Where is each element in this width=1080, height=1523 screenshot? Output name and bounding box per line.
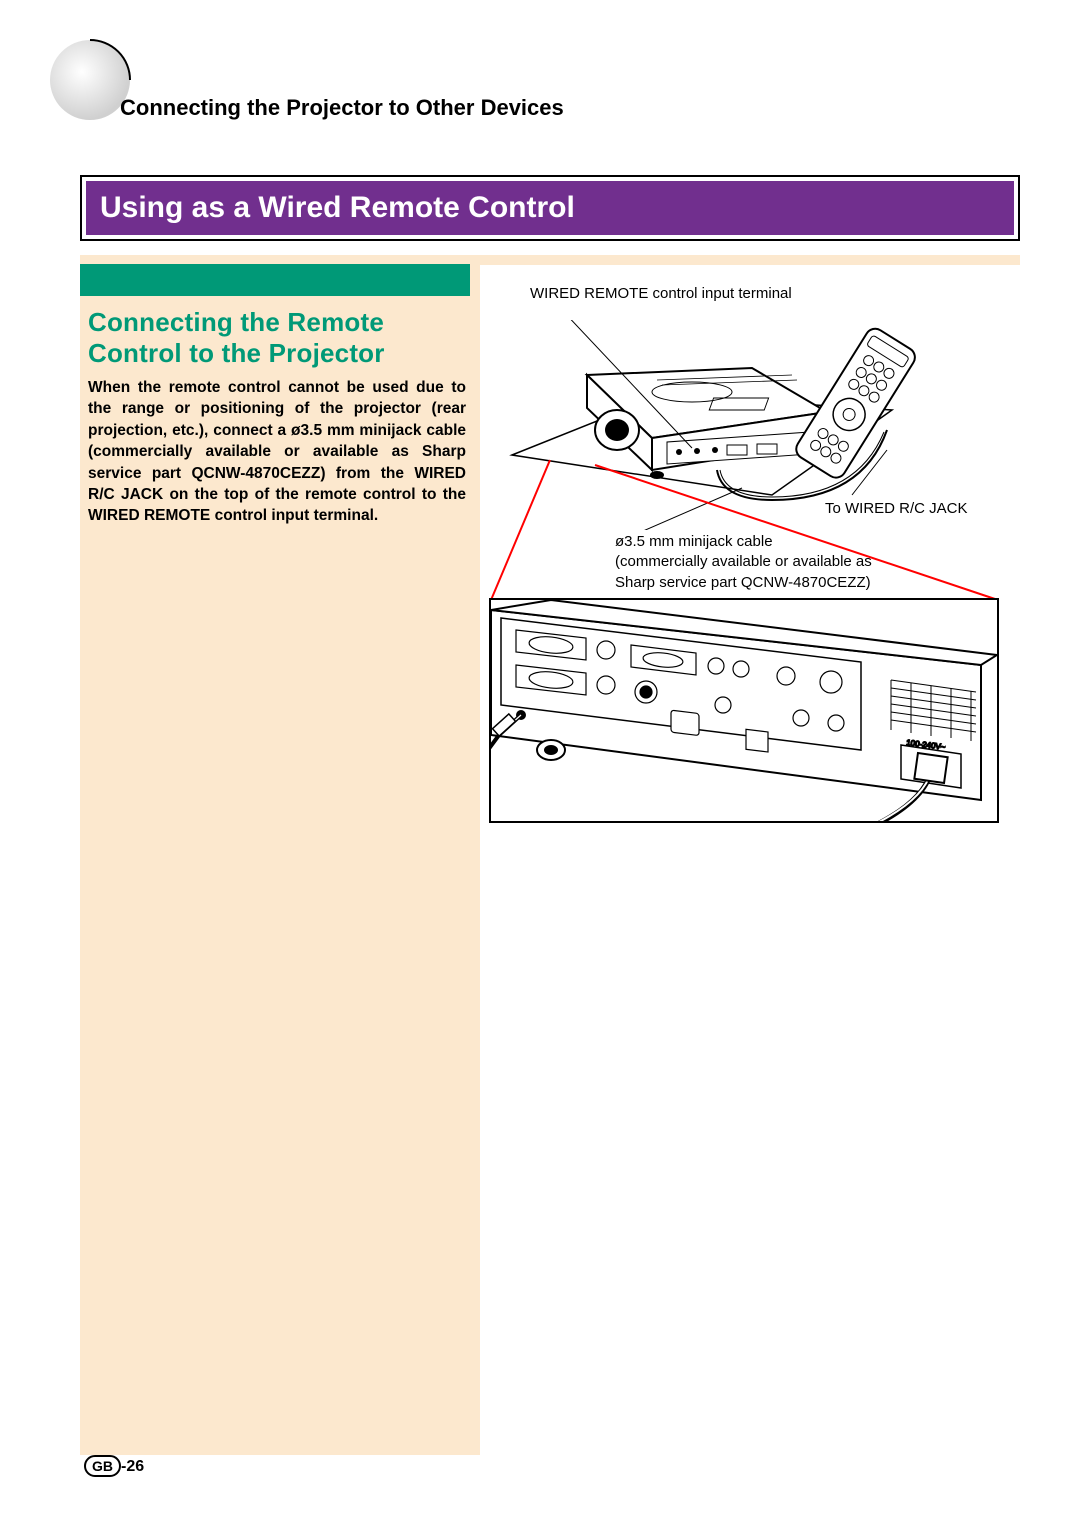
breadcrumb: Connecting the Projector to Other Device… [120,95,564,121]
section-heading-line1: Connecting the Remote [88,307,384,337]
page-title-bar: Using as a Wired Remote Control [80,175,1020,241]
page-number: -26 [121,1458,144,1475]
region-badge: GB [84,1455,121,1477]
illustration-closeup: 100-240V~ [489,598,999,823]
section-heading: Connecting the Remote Control to the Pro… [88,307,468,369]
page-title: Using as a Wired Remote Control [100,191,575,224]
section-body: When the remote control cannot be used d… [88,377,466,527]
section-heading-line2: Control to the Projector [88,338,385,368]
section-accent-band [80,264,470,296]
page-footer: GB-26 [84,1455,144,1477]
